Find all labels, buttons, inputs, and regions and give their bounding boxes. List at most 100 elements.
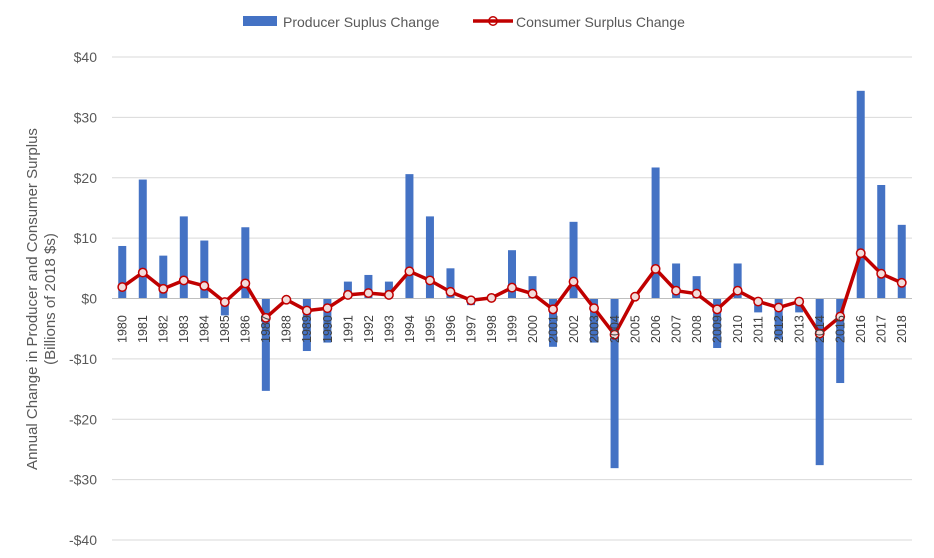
consumer-point — [137, 267, 148, 278]
producer-bar — [569, 221, 578, 299]
producer-bar — [836, 298, 845, 384]
consumer-point — [219, 297, 230, 308]
x-tick-label: 2015 — [834, 315, 848, 343]
x-tick-label: 2002 — [567, 315, 581, 343]
y-axis-tick-labels: $40 $30 $20 $10 $0 -$10 -$20 -$30 -$40 — [69, 49, 97, 548]
consumer-point — [548, 304, 558, 315]
x-tick-label: 2000 — [526, 315, 540, 343]
producer-bar — [672, 263, 681, 299]
x-tick-label: 2013 — [793, 315, 807, 343]
y-tick-label: $0 — [81, 291, 97, 307]
producer-bar — [815, 298, 824, 466]
consumer-point — [260, 312, 271, 323]
legend-label-consumer: Consumer Surplus Change — [516, 14, 685, 30]
producer-bar — [590, 298, 599, 343]
consumer-point — [568, 276, 579, 287]
consumer-point — [630, 291, 641, 302]
x-tick-label: 2018 — [895, 315, 909, 343]
consumer-point — [486, 292, 497, 303]
x-tick-label: 1998 — [485, 315, 499, 343]
consumer-point — [650, 263, 661, 274]
consumer-point — [732, 285, 743, 296]
consumer-point — [896, 277, 907, 288]
y-tick-label: -$30 — [69, 472, 97, 488]
producer-bar — [138, 179, 147, 299]
consumer-point — [383, 289, 394, 300]
producer-bar — [364, 274, 373, 299]
consumer-point — [794, 296, 805, 307]
legend-label-producer: Producer Suplus Change — [283, 14, 440, 30]
consumer-point — [342, 289, 353, 300]
producer-bar — [200, 240, 209, 299]
producer-bar — [446, 268, 455, 299]
x-tick-label: 1992 — [362, 315, 376, 343]
x-tick-label: 2006 — [649, 315, 663, 343]
x-tick-label: 2011 — [752, 316, 766, 343]
y-axis-title-line2: (Billions of 2018 $s) — [42, 233, 59, 365]
consumer-point — [609, 329, 620, 340]
consumer-surplus-line — [117, 248, 907, 340]
producer-bar — [856, 90, 865, 299]
consumer-point — [712, 304, 723, 315]
producer-bar — [897, 224, 906, 299]
consumer-point — [445, 286, 456, 297]
consumer-point — [835, 311, 846, 322]
producer-bar — [610, 298, 619, 469]
y-tick-label: $20 — [74, 170, 98, 186]
producer-bar — [651, 167, 660, 299]
x-tick-label: 1984 — [198, 315, 212, 343]
consumer-point — [404, 266, 415, 277]
x-tick-label: 2016 — [854, 315, 868, 343]
consumer-point — [753, 296, 764, 307]
consumer-point — [281, 294, 292, 305]
consumer-point — [301, 305, 312, 316]
x-tick-label: 1986 — [239, 315, 253, 343]
x-tick-label: 1994 — [403, 315, 417, 343]
consumer-point — [671, 285, 682, 296]
x-tick-label: 2001 — [546, 315, 560, 343]
legend: Producer Suplus Change Consumer Surplus … — [243, 14, 685, 30]
producer-bar — [179, 216, 188, 299]
x-tick-label: 1982 — [157, 315, 171, 343]
y-tick-label: -$10 — [69, 351, 97, 367]
x-tick-label: 2012 — [772, 315, 786, 343]
x-tick-label: 1980 — [116, 315, 130, 343]
y-axis-title-line1: Annual Change in Producer and Consumer S… — [24, 128, 41, 470]
x-tick-label: 2003 — [587, 315, 601, 343]
consumer-point — [773, 302, 784, 313]
consumer-point — [199, 280, 210, 291]
x-tick-label: 1989 — [300, 315, 314, 343]
x-tick-label: 1996 — [444, 315, 458, 343]
producer-bar — [692, 276, 701, 299]
consumer-point — [178, 275, 189, 286]
x-tick-label: 2017 — [875, 315, 889, 343]
producer-bar — [425, 216, 434, 299]
producer-bar — [118, 245, 127, 299]
x-tick-label: 1988 — [280, 315, 294, 343]
y-tick-label: -$20 — [69, 411, 97, 427]
consumer-point — [876, 268, 887, 279]
x-axis-tick-labels: 1980 1981 1982 1983 1984 1985 1986 1987 1988 1989… — [116, 315, 909, 343]
consumer-point — [855, 248, 866, 259]
consumer-point — [466, 295, 476, 306]
producer-bar — [774, 298, 783, 340]
legend-swatch-consumer-marker — [488, 16, 498, 26]
consumer-point — [507, 282, 517, 293]
y-tick-label: -$40 — [69, 532, 97, 548]
producer-bar — [302, 298, 311, 352]
y-tick-label: $10 — [74, 230, 98, 246]
x-tick-label: 1999 — [505, 315, 519, 343]
producer-bar — [508, 250, 516, 299]
consumer-point — [363, 288, 374, 299]
x-tick-label: 2007 — [669, 315, 683, 343]
y-tick-label: $30 — [74, 109, 98, 125]
x-tick-label: 1985 — [218, 315, 232, 343]
x-tick-label: 1993 — [382, 315, 396, 343]
y-tick-label: $40 — [74, 49, 98, 65]
producer-bar — [159, 255, 168, 299]
x-tick-label: 1983 — [177, 315, 191, 343]
x-tick-label: 2010 — [731, 315, 745, 343]
producer-surplus-bars — [118, 90, 906, 469]
consumer-point — [322, 303, 333, 314]
producer-bar — [713, 298, 722, 349]
